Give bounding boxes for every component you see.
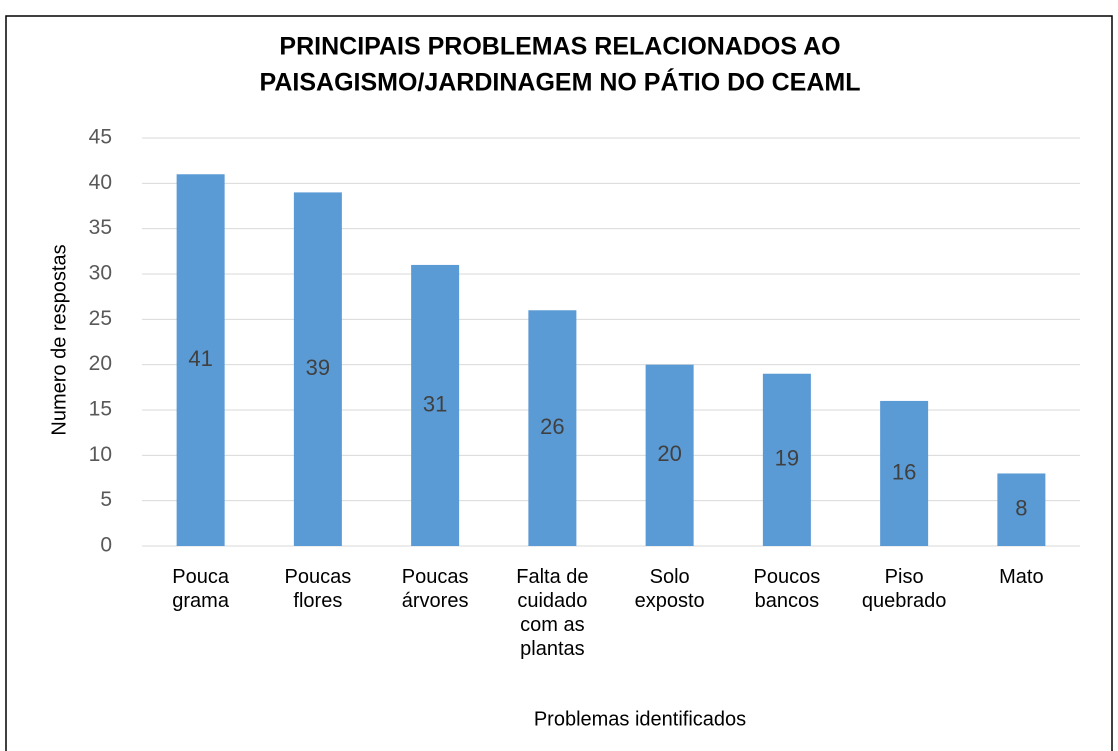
bar (997, 473, 1046, 546)
y-tick-label: 0 (100, 534, 112, 557)
value-label: 16 (892, 459, 916, 484)
chart-title: PRINCIPAIS PROBLEMAS RELACIONADOS AO (279, 33, 840, 61)
y-tick-label: 20 (89, 352, 112, 375)
value-label: 20 (657, 441, 681, 466)
x-tick-label: Solo exposto (635, 566, 705, 612)
x-tick-label: Mato (999, 566, 1043, 588)
bar (762, 373, 811, 546)
value-label: 31 (423, 391, 447, 416)
value-label: 8 (1015, 496, 1027, 521)
y-axis-label: Numero de respostas (48, 244, 70, 435)
value-label: 19 (775, 446, 799, 471)
x-tick-label: Falta de cuidado com as plantas (516, 566, 588, 660)
chart-title: PAISAGISMO/JARDINAGEM NO PÁTIO DO CEAML (260, 68, 861, 97)
bar (645, 364, 694, 546)
y-tick-label: 25 (89, 307, 112, 330)
value-label: 39 (306, 355, 330, 380)
value-label: 41 (188, 346, 212, 371)
bar (528, 310, 577, 546)
y-tick-label: 10 (89, 443, 112, 466)
y-tick-label: 35 (89, 216, 112, 239)
x-tick-label: Poucas flores (285, 566, 352, 612)
bar (176, 174, 225, 546)
x-tick-label: Pouca grama (172, 566, 230, 612)
x-axis-label: Problemas identificados (534, 708, 746, 730)
bar (293, 192, 342, 546)
x-tick-label: Poucas árvores (402, 566, 469, 612)
x-tick-label: Poucos bancos (754, 566, 821, 612)
value-label: 26 (540, 414, 564, 439)
bar (880, 400, 929, 546)
y-tick-label: 40 (89, 171, 112, 194)
y-tick-label: 5 (100, 488, 112, 511)
bar (411, 264, 460, 546)
x-tick-label: Piso quebrado (862, 566, 947, 612)
y-tick-label: 30 (89, 262, 112, 285)
y-tick-label: 45 (89, 126, 112, 149)
y-tick-label: 15 (89, 398, 112, 421)
